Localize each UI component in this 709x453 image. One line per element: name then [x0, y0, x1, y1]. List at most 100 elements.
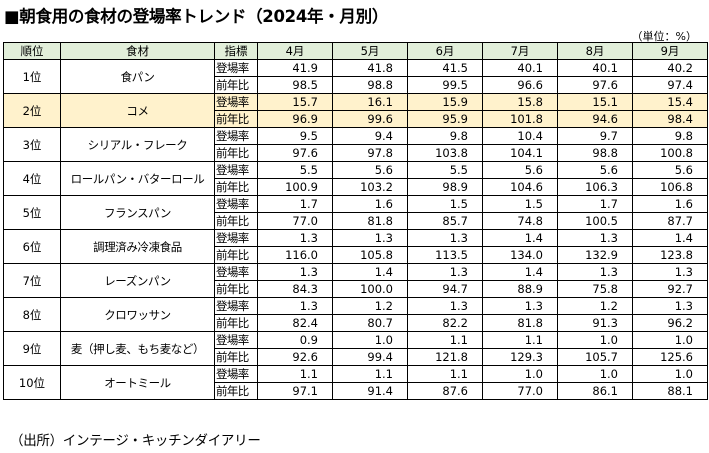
metric-label: 前年比: [214, 144, 258, 162]
rate-value: 15.8: [482, 93, 558, 111]
rate-value: 15.9: [407, 93, 483, 111]
table-row: 6位 調理済み冷凍食品 登場率 1.3 1.3 1.3 1.4 1.3 1.4: [3, 229, 708, 264]
yoy-value: 104.6: [482, 178, 558, 196]
yoy-value: 97.1: [257, 382, 333, 400]
rate-value: 40.1: [482, 59, 558, 77]
rate-value: 41.9: [257, 59, 333, 77]
yoy-value: 113.5: [407, 246, 483, 264]
metric-label: 登場率: [214, 59, 258, 77]
unit-label: （単位：%）: [631, 30, 697, 43]
yoy-value: 92.7: [632, 280, 708, 298]
rank-cell: 5位: [3, 195, 61, 230]
metric-label: 登場率: [214, 263, 258, 281]
food-cell: フランスパン: [60, 195, 215, 230]
rate-value: 5.5: [407, 161, 483, 179]
rate-value: 5.6: [332, 161, 408, 179]
rate-value: 1.3: [332, 229, 408, 247]
rate-value: 1.5: [407, 195, 483, 213]
metric-label: 前年比: [214, 280, 258, 298]
header-month: 5月: [332, 42, 408, 60]
rate-value: 9.7: [557, 127, 633, 145]
rate-value: 10.4: [482, 127, 558, 145]
table-header-row: 順位 食材 指標 4月 5月 6月 7月 8月 9月: [3, 42, 708, 60]
metric-label: 登場率: [214, 195, 258, 213]
yoy-value: 103.8: [407, 144, 483, 162]
rate-value: 15.1: [557, 93, 633, 111]
rank-cell: 2位: [3, 93, 61, 128]
rate-value: 1.3: [557, 229, 633, 247]
yoy-value: 75.8: [557, 280, 633, 298]
food-cell: シリアル・フレーク: [60, 127, 215, 162]
rate-value: 1.3: [407, 297, 483, 315]
yoy-value: 96.6: [482, 76, 558, 94]
yoy-value: 94.7: [407, 280, 483, 298]
yoy-value: 77.0: [257, 212, 333, 230]
table-row: 前年比 92.6 99.4 121.8 129.3 105.7 125.6: [4, 348, 708, 366]
yoy-value: 100.8: [632, 144, 708, 162]
rank-cell: 10位: [3, 365, 61, 400]
yoy-value: 80.7: [332, 314, 408, 332]
rate-value: 1.7: [557, 195, 633, 213]
yoy-value: 104.1: [482, 144, 558, 162]
header-rank: 順位: [3, 42, 61, 60]
table-row: 7位 レーズンパン 登場率 1.3 1.4 1.3 1.4 1.3 1.3: [3, 263, 708, 298]
rate-value: 40.2: [632, 59, 708, 77]
header-month: 7月: [482, 42, 558, 60]
metric-label: 前年比: [214, 314, 258, 332]
yoy-value: 106.8: [632, 178, 708, 196]
yoy-value: 105.8: [332, 246, 408, 264]
metric-label: 前年比: [214, 382, 258, 400]
table-row: 4位 ロールパン・バターロール 登場率 5.5 5.6 5.5 5.6 5.6 5.6: [3, 161, 708, 196]
yoy-value: 134.0: [482, 246, 558, 264]
metric-label: 登場率: [214, 331, 258, 349]
food-cell: オートミール: [60, 365, 215, 400]
rate-value: 9.4: [332, 127, 408, 145]
table-row: 9位 麦（押し麦、もち麦など） 登場率 0.9 1.0 1.1 1.1 1.0 1.0: [3, 331, 708, 366]
rate-value: 1.0: [557, 365, 633, 383]
rate-value: 1.3: [257, 297, 333, 315]
table-row: 前年比 97.6 97.8 103.8 104.1 98.8 100.8: [4, 144, 708, 162]
rate-value: 1.3: [407, 263, 483, 281]
yoy-value: 94.6: [557, 110, 633, 128]
yoy-value: 84.3: [257, 280, 333, 298]
yoy-value: 82.4: [257, 314, 333, 332]
rate-value: 1.0: [557, 331, 633, 349]
yoy-value: 92.6: [257, 348, 333, 366]
rate-value: 1.4: [332, 263, 408, 281]
rate-value: 1.1: [482, 331, 558, 349]
rank-cell: 9位: [3, 331, 61, 366]
rate-value: 1.6: [632, 195, 708, 213]
rate-value: 1.1: [407, 365, 483, 383]
yoy-value: 98.9: [407, 178, 483, 196]
rate-value: 15.4: [632, 93, 708, 111]
yoy-value: 77.0: [482, 382, 558, 400]
rate-value: 16.1: [332, 93, 408, 111]
yoy-value: 98.5: [257, 76, 333, 94]
rate-value: 1.3: [632, 263, 708, 281]
table-row: 3位 シリアル・フレーク 登場率 9.5 9.4 9.8 10.4 9.7 9.8: [3, 127, 708, 162]
yoy-value: 97.6: [257, 144, 333, 162]
yoy-value: 81.8: [332, 212, 408, 230]
metric-label: 前年比: [214, 178, 258, 196]
yoy-value: 97.6: [557, 76, 633, 94]
rate-value: 1.0: [632, 365, 708, 383]
header-food: 食材: [60, 42, 215, 60]
rate-value: 1.5: [482, 195, 558, 213]
rate-value: 1.1: [257, 365, 333, 383]
header-month: 4月: [257, 42, 333, 60]
rate-value: 1.7: [257, 195, 333, 213]
food-cell: コメ: [60, 93, 215, 128]
metric-label: 登場率: [214, 161, 258, 179]
yoy-value: 87.6: [407, 382, 483, 400]
rank-cell: 3位: [3, 127, 61, 162]
yoy-value: 121.8: [407, 348, 483, 366]
yoy-value: 88.1: [632, 382, 708, 400]
rate-value: 1.0: [632, 331, 708, 349]
yoy-value: 91.3: [557, 314, 633, 332]
rate-value: 0.9: [257, 331, 333, 349]
yoy-value: 98.4: [632, 110, 708, 128]
rate-value: 41.8: [332, 59, 408, 77]
yoy-value: 99.5: [407, 76, 483, 94]
yoy-value: 95.9: [407, 110, 483, 128]
rate-value: 1.3: [257, 263, 333, 281]
